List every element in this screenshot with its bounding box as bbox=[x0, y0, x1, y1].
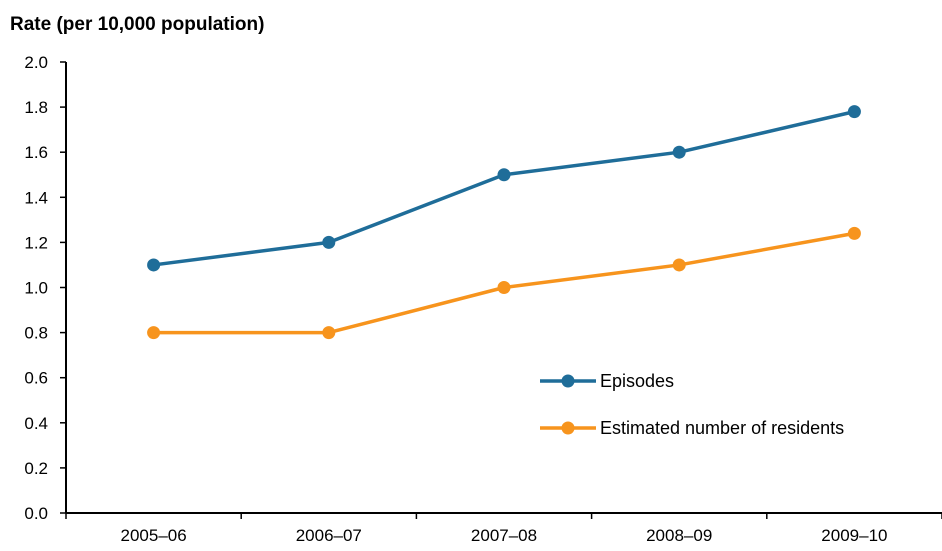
x-tick-label: 2006–07 bbox=[296, 526, 362, 545]
legend-marker bbox=[561, 421, 575, 435]
y-tick-label: 0.0 bbox=[24, 504, 48, 523]
legend-label: Episodes bbox=[600, 371, 674, 391]
x-tick-label: 2008–09 bbox=[646, 526, 712, 545]
y-tick-label: 1.6 bbox=[24, 143, 48, 162]
x-tick-label: 2005–06 bbox=[121, 526, 187, 545]
y-tick-label: 0.6 bbox=[24, 369, 48, 388]
y-tick-label: 1.4 bbox=[24, 188, 48, 207]
data-point bbox=[497, 168, 511, 182]
y-axis-title: Rate (per 10,000 population) bbox=[10, 14, 265, 35]
y-tick-label: 1.8 bbox=[24, 98, 48, 117]
data-point bbox=[847, 226, 861, 240]
legend-label: Estimated number of residents bbox=[600, 418, 844, 438]
y-tick-label: 0.2 bbox=[24, 459, 48, 478]
data-point bbox=[672, 145, 686, 159]
legend-marker bbox=[561, 374, 575, 388]
data-point bbox=[672, 258, 686, 272]
data-point bbox=[147, 326, 161, 340]
y-tick-label: 1.0 bbox=[24, 279, 48, 298]
data-point bbox=[847, 105, 861, 119]
series-line-0 bbox=[153, 109, 855, 267]
data-point bbox=[322, 235, 336, 249]
y-tick-label: 1.2 bbox=[24, 233, 48, 252]
x-tick-label: 2009–10 bbox=[821, 526, 887, 545]
x-tick-label: 2007–08 bbox=[471, 526, 537, 545]
y-tick-label: 0.4 bbox=[24, 414, 48, 433]
data-point bbox=[147, 258, 161, 272]
data-point bbox=[322, 326, 336, 340]
y-tick-label: 2.0 bbox=[24, 53, 48, 72]
data-point bbox=[497, 281, 511, 294]
y-tick-label: 0.8 bbox=[24, 324, 48, 343]
